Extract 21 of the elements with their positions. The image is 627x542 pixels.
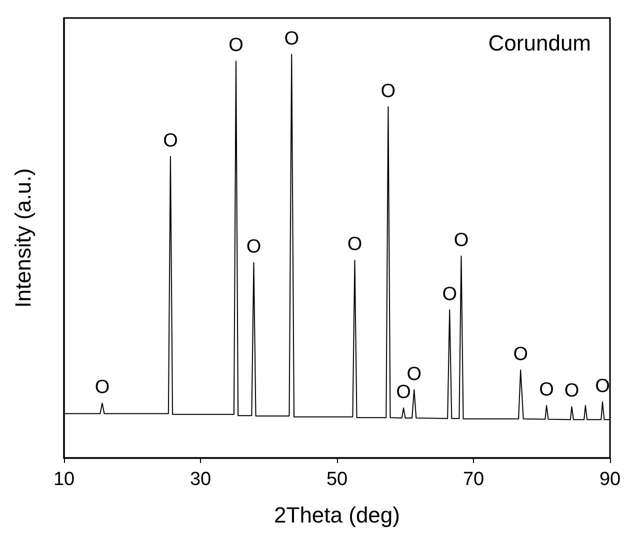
annotation: O — [380, 80, 396, 102]
annotation: O — [595, 376, 610, 397]
annotation: O — [564, 380, 580, 402]
x-tick-label: 90 — [599, 469, 621, 490]
annotation: O — [442, 284, 458, 305]
annotation: O — [228, 35, 244, 56]
annotation: O — [284, 28, 300, 50]
annotation: O — [539, 380, 554, 401]
annotation: O — [163, 130, 178, 152]
annotation: Corundum — [488, 30, 591, 56]
annotation: O — [347, 234, 362, 256]
x-tick-label: 70 — [462, 469, 484, 490]
annotation: O — [513, 344, 528, 365]
annotation: O — [246, 236, 262, 258]
y-axis-title: Intensity (a.u.) — [10, 168, 36, 308]
x-tick-label: 30 — [190, 469, 212, 490]
x-axis-title: 2Theta (deg) — [274, 502, 400, 528]
annotation: O — [94, 377, 110, 398]
x-tick-label: 10 — [53, 469, 75, 490]
annotation: O — [454, 230, 469, 252]
x-tick-label: 50 — [326, 469, 348, 490]
